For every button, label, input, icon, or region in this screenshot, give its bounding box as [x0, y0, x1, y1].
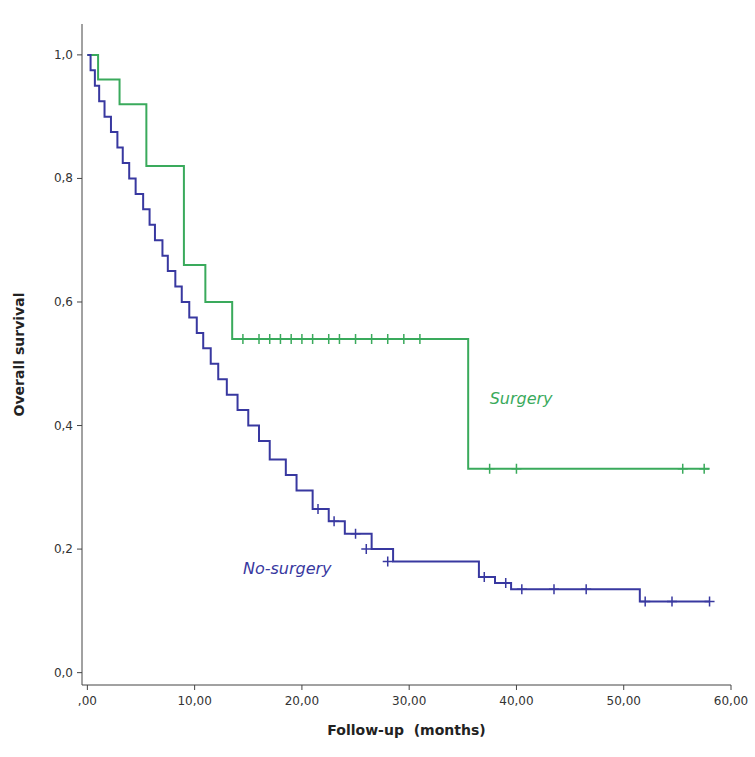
x-tick-label: ,00: [78, 694, 97, 708]
plot-area: [82, 24, 731, 685]
censor-mark: [383, 334, 393, 344]
censor-mark: [549, 584, 559, 594]
censor-mark: [334, 334, 344, 344]
series-label: No-surgery: [243, 559, 332, 578]
marks: [87, 55, 714, 607]
censor-mark: [640, 597, 650, 607]
censor-mark: [415, 334, 425, 344]
censor-mark: [308, 334, 318, 344]
censor-mark: [238, 334, 248, 344]
censor-mark: [501, 578, 511, 588]
censor-mark: [517, 584, 527, 594]
y-tick-label: 0,0: [54, 666, 73, 680]
y-tick: [77, 54, 82, 55]
censor-mark: [351, 529, 361, 539]
censor-mark: [367, 334, 377, 344]
censor-mark: [286, 334, 296, 344]
y-tick: [77, 301, 82, 302]
censor-mark: [324, 334, 334, 344]
censor-mark: [581, 584, 591, 594]
y-tick: [77, 178, 82, 179]
censor-mark: [361, 544, 371, 554]
x-tick-label: 40,00: [499, 694, 533, 708]
x-tick: [731, 685, 732, 690]
x-tick-label: 50,00: [607, 694, 641, 708]
series-label: Surgery: [490, 389, 553, 408]
x-tick-label: 30,00: [392, 694, 426, 708]
y-tick: [77, 425, 82, 426]
y-tick: [77, 549, 82, 550]
x-tick: [409, 685, 410, 690]
survival-line: [87, 55, 709, 469]
censor-mark: [485, 464, 495, 474]
censor-mark: [351, 334, 361, 344]
censor-mark: [667, 597, 677, 607]
censor-mark: [511, 464, 521, 474]
chart: ,00 10,00 20,00 30,00 40,00 50,00 60,00 0,0 0,2 0…: [0, 0, 755, 757]
censor-mark: [265, 334, 275, 344]
censor-mark: [313, 504, 323, 514]
x-tick: [87, 685, 88, 690]
censor-mark: [699, 464, 709, 474]
survival-line: [87, 55, 709, 602]
x-tick: [301, 685, 302, 690]
x-tick: [623, 685, 624, 690]
censor-mark: [329, 516, 339, 526]
y-axis-label: Overall survival: [11, 293, 27, 417]
y-tick-label: 0,6: [54, 295, 73, 309]
x-tick-label: 10,00: [177, 694, 211, 708]
x-axis-line: [82, 685, 731, 686]
censor-mark: [399, 334, 409, 344]
y-tick-label: 1,0: [54, 48, 73, 62]
x-tick: [194, 685, 195, 690]
y-tick-label: 0,2: [54, 542, 73, 556]
x-tick-label: 20,00: [285, 694, 319, 708]
y-tick-label: 0,8: [54, 171, 73, 185]
y-axis-line: [82, 24, 83, 685]
censor-mark: [383, 556, 393, 566]
censor-mark: [678, 464, 688, 474]
censor-mark: [705, 597, 715, 607]
censor-mark: [275, 334, 285, 344]
x-tick-label: 60,00: [714, 694, 748, 708]
censor-mark: [254, 334, 264, 344]
y-tick: [77, 672, 82, 673]
x-axis-label: Follow-up (months): [327, 722, 485, 738]
y-tick-label: 0,4: [54, 419, 73, 433]
censor-mark: [479, 572, 489, 582]
censor-mark: [297, 334, 307, 344]
x-tick: [516, 685, 517, 690]
